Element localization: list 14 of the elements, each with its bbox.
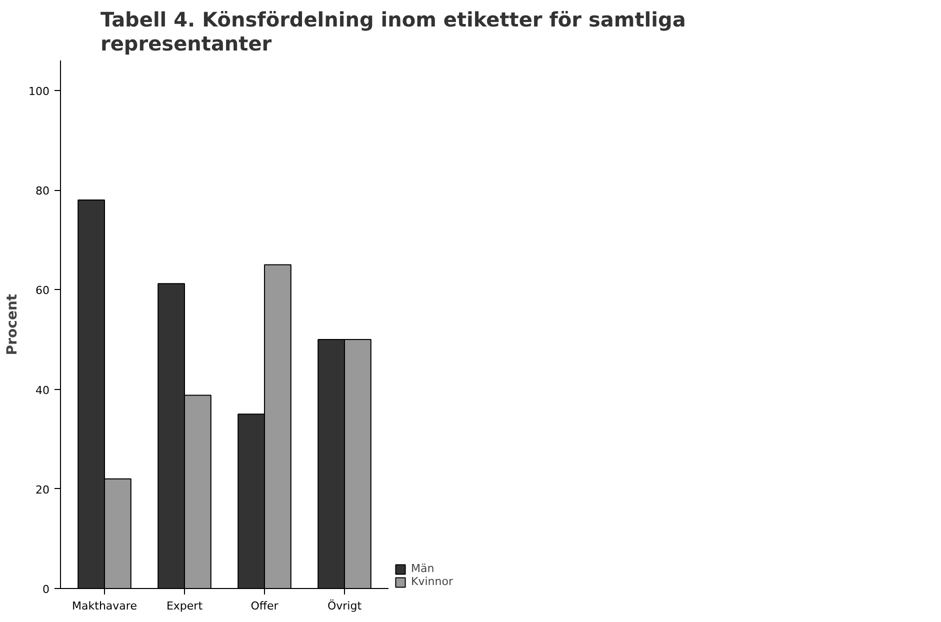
y-tick-label: 40 — [36, 384, 50, 397]
y-tick-label: 80 — [36, 184, 50, 198]
legend-label: Kvinnor — [411, 575, 453, 588]
chart-title: Tabell 4. Könsfördelning inom etiketter för samtliga representanter — [100, 8, 686, 56]
y-tick-label: 0 — [42, 583, 50, 596]
y-tick-label: 100 — [28, 84, 50, 98]
x-tick-label: Övrigt — [327, 598, 362, 612]
x-tick-label: Offer — [250, 600, 279, 612]
y-tick-label: 20 — [36, 483, 50, 496]
legend-label: Män — [411, 562, 434, 575]
y-tick-label: 60 — [36, 284, 50, 298]
x-tick-label: Makthavare — [72, 600, 138, 612]
y-axis-title: Procent — [4, 294, 21, 356]
x-tick-label: Expert — [166, 600, 204, 612]
